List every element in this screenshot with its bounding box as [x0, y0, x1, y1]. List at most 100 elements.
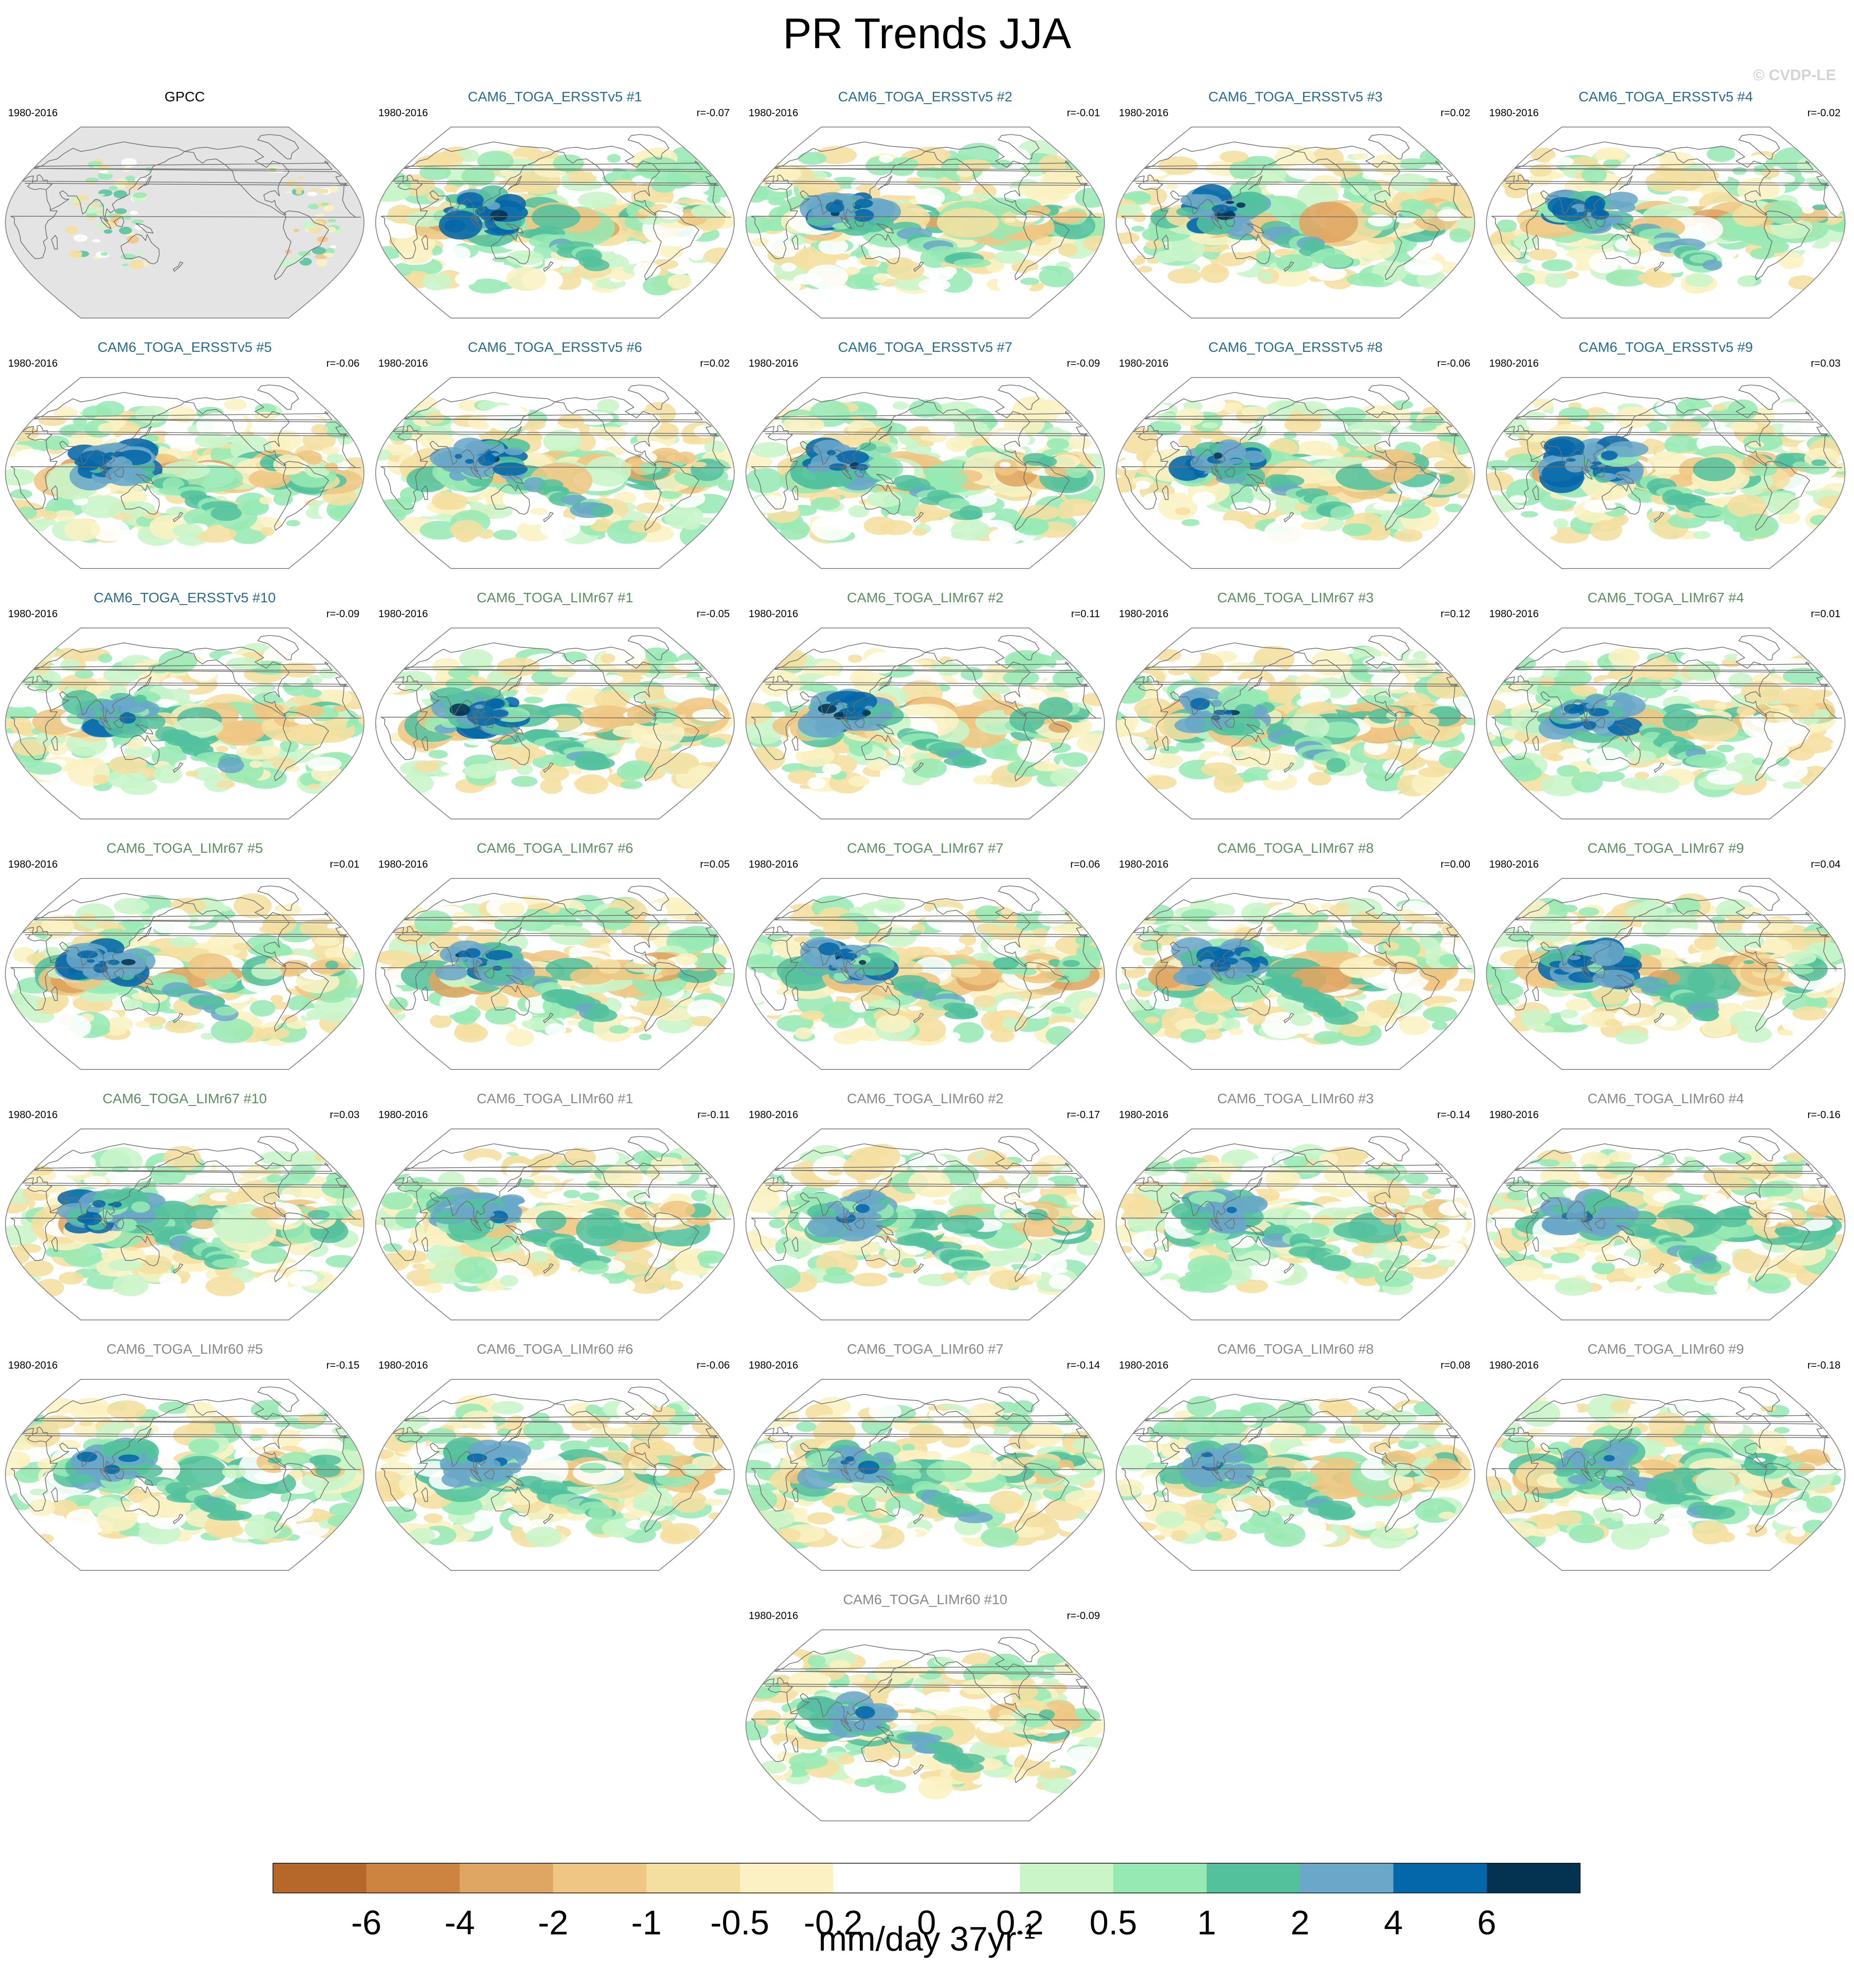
trend-cell [113, 190, 127, 198]
trend-cell [1736, 514, 1779, 538]
trend-cell [1409, 264, 1440, 276]
trend-cell [636, 156, 680, 180]
trend-cell [53, 510, 76, 522]
trend-cell [1311, 147, 1344, 168]
trend-cell [1495, 476, 1510, 484]
trend-cell [578, 191, 617, 209]
trend-cell [308, 204, 320, 209]
trend-cell [780, 519, 810, 540]
trend-cell [450, 520, 483, 539]
trend-cell [322, 446, 339, 455]
trend-cell [1300, 685, 1331, 703]
trend-cell [873, 273, 888, 283]
trend-cell [1176, 207, 1198, 217]
trend-cell [1054, 212, 1083, 224]
trend-cell [506, 250, 544, 265]
trend-cell [1048, 721, 1072, 733]
trend-cell [86, 217, 96, 221]
trend-cell [286, 520, 300, 527]
trend-cell [585, 456, 631, 487]
trend-cell [1751, 464, 1777, 476]
trend-cell [1181, 519, 1200, 526]
trend-cell [751, 442, 789, 458]
trend-cell [465, 450, 478, 458]
trend-cell [1040, 168, 1082, 195]
trend-cell [1693, 531, 1710, 539]
trend-cell [1118, 248, 1137, 262]
trend-cell [551, 666, 577, 678]
trend-cell [705, 683, 720, 691]
trend-cell [844, 267, 860, 275]
trend-cell [1353, 153, 1369, 160]
trend-field [1116, 145, 1475, 298]
trend-cell [458, 149, 479, 162]
trend-cell [1737, 177, 1780, 202]
trend-cell [1393, 400, 1413, 409]
trend-cell [1583, 499, 1617, 513]
trend-cell [1549, 156, 1574, 166]
trend-cell [1708, 161, 1727, 168]
trend-cell [98, 423, 120, 434]
trend-cell [1574, 449, 1584, 455]
trend-cell [16, 506, 37, 519]
trend-cell [38, 416, 66, 426]
trend-cell [746, 468, 784, 493]
trend-cell [377, 722, 393, 732]
panel-correlation: r=-0.09 [326, 608, 359, 619]
panel-title: CAM6_TOGA_ERSSTv5 #4 [1578, 89, 1753, 105]
trend-cell [798, 152, 827, 165]
trend-cell [1264, 519, 1304, 547]
map-panel: CAM6_TOGA_ERSSTv5 #2 1980-2016 r=-0.01 [741, 88, 1110, 338]
trend-cell [135, 405, 169, 423]
trend-cell [1026, 205, 1051, 216]
trend-cell [654, 708, 678, 723]
trend-cell [1192, 491, 1216, 506]
trend-cell [489, 698, 505, 709]
trend-cell [1119, 493, 1138, 506]
trend-cell [690, 253, 704, 261]
trend-cell [293, 228, 300, 232]
coastline [751, 134, 1102, 280]
trend-cell [892, 401, 909, 410]
trend-cell [1059, 499, 1095, 516]
trend-cell [818, 238, 849, 255]
trend-cell [1368, 214, 1393, 227]
trend-cell [279, 401, 296, 409]
map-outline [375, 127, 735, 318]
trend-cell [1116, 735, 1150, 753]
trend-cell [1645, 171, 1686, 192]
trend-cell [627, 458, 645, 465]
trend-cell [1487, 235, 1511, 247]
panel-correlation: r=0.02 [700, 357, 730, 369]
trend-cell [120, 501, 155, 516]
trend-cell [848, 776, 870, 787]
trend-cell [1116, 226, 1129, 233]
trend-cell [1241, 406, 1269, 417]
trend-cell [864, 705, 873, 710]
trend-cell [912, 528, 927, 536]
trend-cell [295, 186, 304, 192]
panel-title: CAM6_TOGA_ERSSTv5 #9 [1578, 339, 1753, 355]
trend-cell [988, 528, 1022, 545]
trend-cell [1200, 264, 1229, 283]
panel-correlation: r=0.11 [1071, 608, 1100, 619]
panel-map [5, 377, 365, 569]
trend-cell [307, 756, 342, 771]
trend-cell [312, 247, 326, 255]
trend-cell [444, 184, 458, 192]
trend-cell [186, 770, 199, 777]
trend-cell [1601, 450, 1618, 460]
trend-cell [1372, 154, 1401, 171]
trend-cell [1685, 273, 1713, 287]
trend-cell [682, 519, 700, 530]
trend-cell [1394, 529, 1423, 542]
trend-cell [1398, 199, 1427, 218]
trend-cell [1138, 266, 1153, 273]
panel-correlation: r=0.02 [1440, 107, 1470, 118]
trend-cell [918, 278, 950, 291]
trend-cell [295, 705, 324, 718]
panel-title: CAM6_TOGA_ERSSTv5 #6 [468, 339, 642, 355]
trend-cell [1228, 458, 1243, 464]
panel-map [375, 628, 735, 819]
trend-cell [751, 237, 770, 247]
